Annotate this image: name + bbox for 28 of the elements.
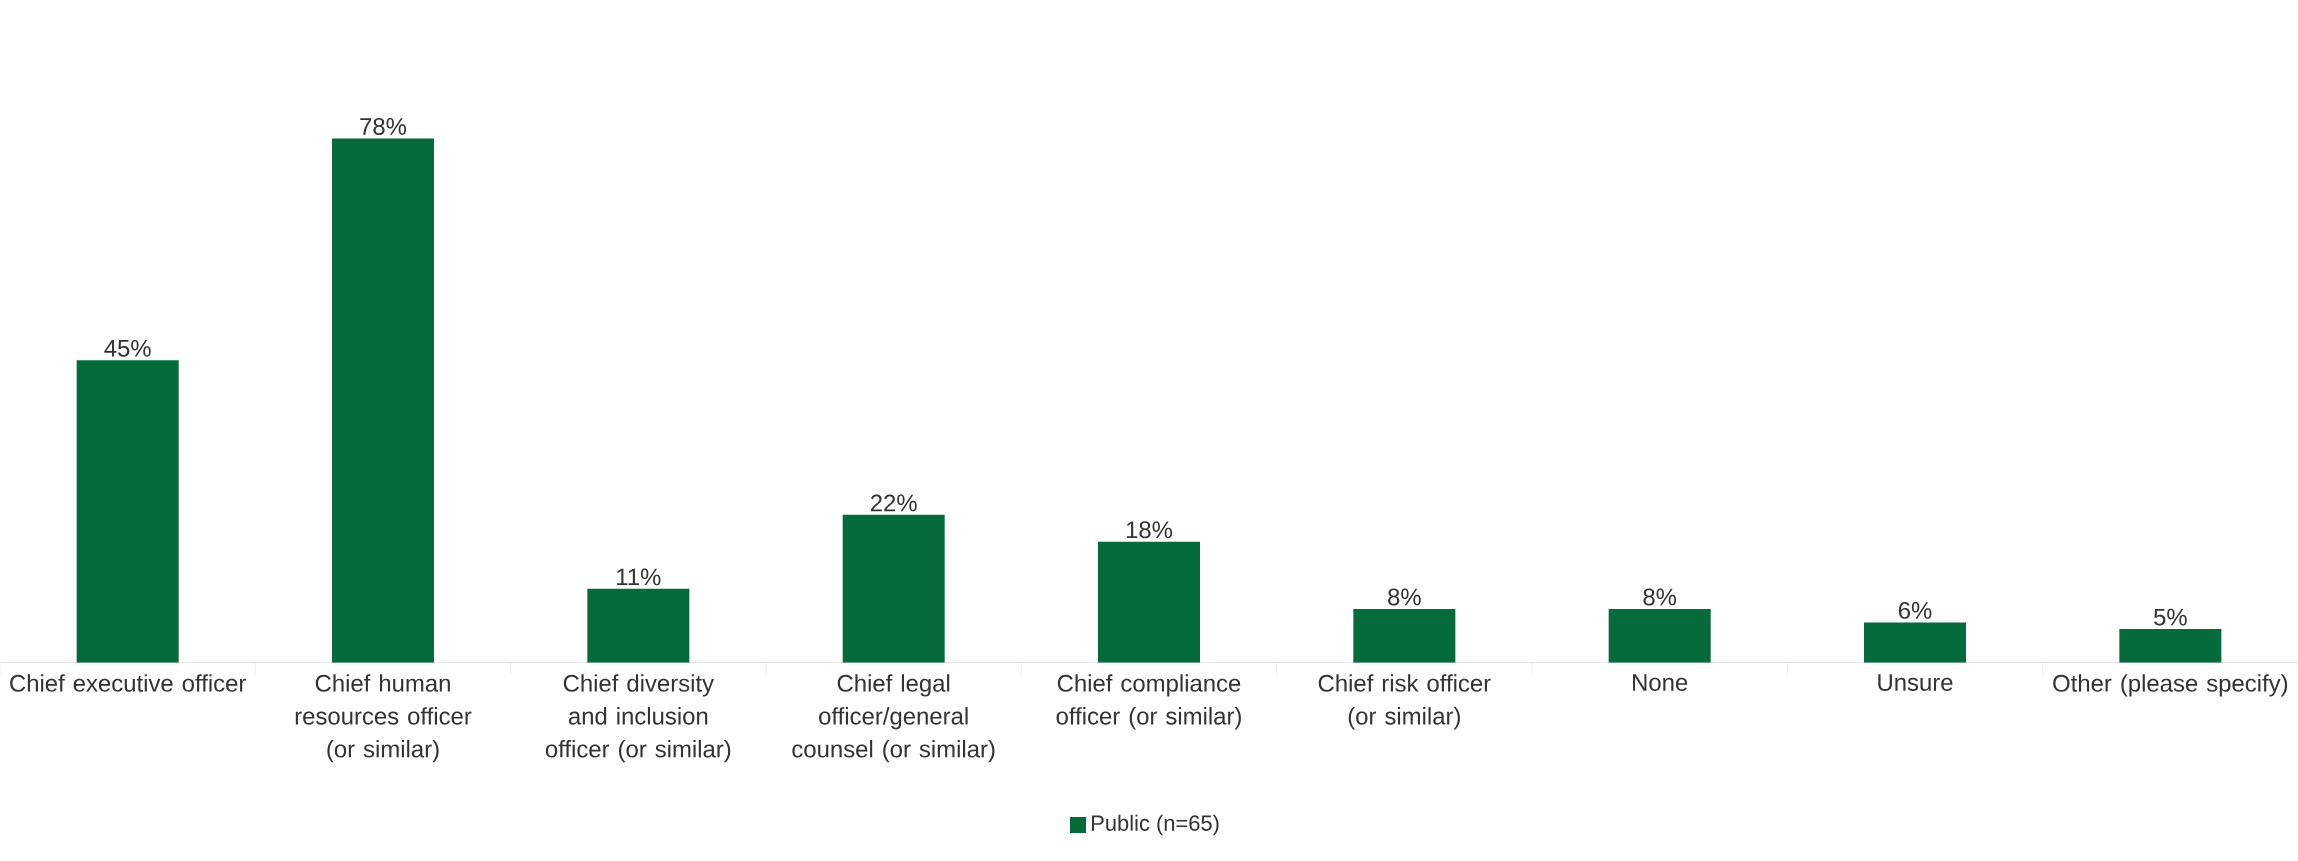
x-tick-label: None — [1633, 674, 1688, 691]
legend-label: Public (n=65) — [1092, 814, 1219, 836]
data-label: 22% — [870, 494, 917, 512]
x-tick-label: Chief legal officer/general counsel (or similar) — [792, 674, 995, 763]
bar — [1098, 541, 1201, 663]
bar — [1608, 608, 1711, 663]
x-tick-label: Unsure — [1878, 674, 1953, 691]
data-label: 8% — [1643, 588, 1677, 606]
data-label: 8% — [1388, 588, 1421, 606]
bar — [2119, 629, 2222, 663]
bar — [332, 138, 435, 663]
bar — [76, 360, 179, 663]
x-tick-label: Chief compliance officer (or similar) — [1056, 674, 1241, 730]
data-label: 18% — [1126, 521, 1173, 539]
data-label: 78% — [360, 117, 407, 135]
x-tick-label: Chief diversity and inclusion officer (or similar) — [545, 674, 731, 763]
data-label: 6% — [1898, 601, 1932, 619]
data-label: 45% — [104, 339, 151, 357]
bar — [842, 514, 945, 663]
x-tick-label: Chief risk officer (or similar) — [1318, 674, 1491, 730]
bar — [587, 588, 690, 663]
x-tick-label: Chief human resources officer (or similar) — [295, 674, 472, 763]
bar — [1353, 608, 1456, 663]
data-label: 5% — [2154, 608, 2187, 626]
bar — [1864, 622, 1967, 663]
x-tick-label: Other (please specify) — [2053, 674, 2288, 697]
data-label: 11% — [617, 568, 661, 586]
x-tick-label: Chief executive officer — [10, 674, 246, 692]
